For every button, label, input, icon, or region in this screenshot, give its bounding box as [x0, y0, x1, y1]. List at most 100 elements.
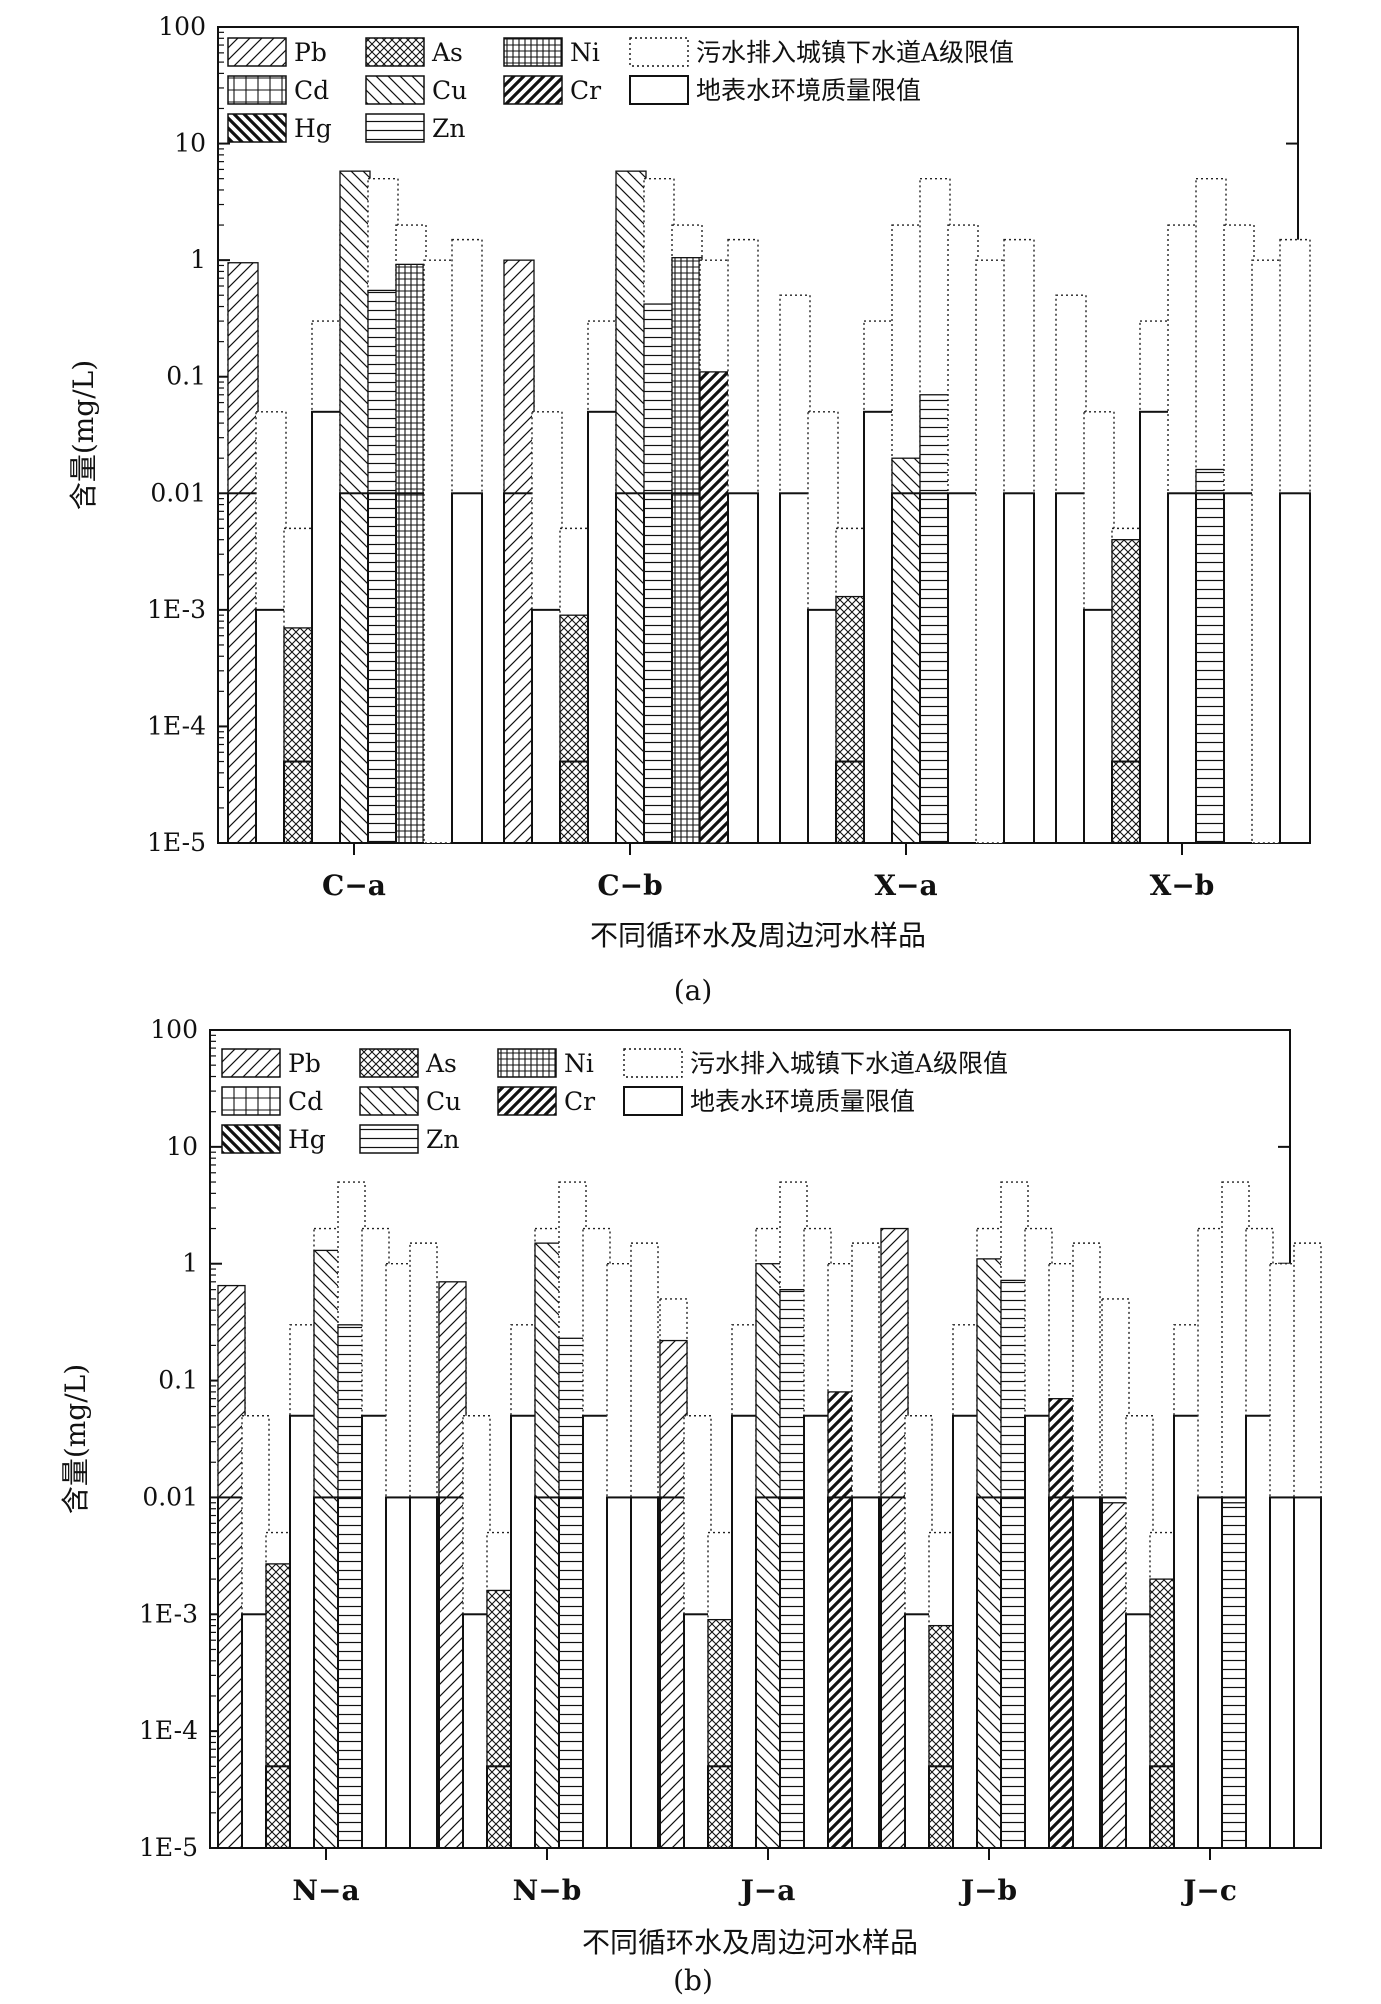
legend-swatch-zn [359, 1124, 419, 1154]
y-tick-label: 0.01 [150, 478, 206, 507]
limit-sewer-bar [1173, 1324, 1202, 1849]
y-axis-title: 含量(mg/L) [59, 1364, 92, 1514]
limit-sewer-bar [606, 1263, 635, 1849]
legend-swatch-cr [503, 75, 563, 105]
limit-sewer-bar [975, 259, 1007, 844]
bar-as [486, 1589, 515, 1849]
bar-as [835, 595, 867, 844]
legend-swatch-pb [227, 37, 287, 67]
bar-ni [395, 263, 427, 844]
y-tick-label: 1E-3 [147, 595, 206, 624]
bar-cu [313, 1249, 342, 1849]
x-tick-label: C−a [322, 869, 386, 902]
bar-zn [367, 289, 399, 844]
x-axis-title: 不同循环水及周边河水样品 [582, 1926, 918, 1959]
bar-as [1149, 1578, 1178, 1849]
bar-pb [438, 1281, 467, 1849]
bar-zn [1000, 1279, 1029, 1849]
legend-label-cr: Cr [570, 76, 601, 105]
limit-sewer-bar [630, 1242, 659, 1849]
limit-sewer-bar [582, 1227, 611, 1849]
y-tick-label: 1E-5 [139, 1833, 198, 1862]
x-tick-label: X−a [874, 869, 937, 902]
limit-sewer-bar [531, 411, 563, 844]
legend-swatch-cd [227, 75, 287, 105]
limit-sewer-bar [863, 320, 895, 844]
legend-swatch-sewer-limit [623, 1048, 683, 1078]
legend-label-sewer-limit: 污水排入城镇下水道A级限值 [696, 38, 1014, 67]
legend-swatch-as [359, 1048, 419, 1078]
limit-sewer-bar [1223, 224, 1255, 844]
bar-zn [1221, 1502, 1250, 1849]
limit-surface-bar [630, 1496, 659, 1850]
legend-label-cd: Cd [288, 1087, 323, 1116]
legend-swatch-pb [221, 1048, 281, 1078]
y-axis-title: 含量(mg/L) [67, 360, 100, 510]
limit-sewer-bar [1293, 1242, 1322, 1849]
limit-sewer-bar [361, 1227, 390, 1849]
limit-sewer-bar [947, 224, 979, 844]
limit-sewer-bar [510, 1324, 539, 1849]
bar-pb [227, 262, 259, 844]
limit-sewer-bar [311, 320, 343, 844]
y-tick-label: 1 [190, 245, 206, 274]
bar-cr [1048, 1398, 1077, 1849]
x-tick-label: C−b [597, 869, 662, 902]
limit-surface-bar [1003, 492, 1035, 844]
bar-cu [891, 457, 923, 844]
limit-sewer-bar [779, 294, 811, 844]
bar-zn [919, 394, 951, 844]
legend-swatch-hg [227, 113, 287, 143]
limit-surface-bar [1072, 1496, 1101, 1850]
legend-label-zn: Zn [426, 1125, 459, 1154]
bar-zn [643, 303, 675, 844]
legend-swatch-cu [365, 75, 425, 105]
x-tick-label: X−b [1150, 869, 1215, 902]
legend-label-cd: Cd [294, 76, 329, 105]
x-tick-label: N−a [292, 1874, 359, 1907]
limit-surface-bar [727, 492, 759, 844]
bar-cu [976, 1258, 1005, 1849]
legend-label-cu: Cu [432, 76, 467, 105]
y-tick-label: 0.1 [158, 1366, 198, 1395]
y-tick-label: 0.01 [142, 1482, 198, 1511]
bar-zn [779, 1288, 808, 1849]
bar-cu [615, 170, 647, 844]
limit-sewer-bar [1072, 1242, 1101, 1849]
bar-cu [534, 1242, 563, 1849]
limit-surface-bar [409, 1496, 438, 1850]
y-tick-label: 1 [182, 1249, 198, 1278]
limit-sewer-bar [289, 1324, 318, 1849]
y-tick-label: 0.1 [166, 362, 206, 391]
bar-as [265, 1563, 294, 1849]
legend-swatch-ni [497, 1048, 557, 1078]
legend-swatch-zn [365, 113, 425, 143]
x-axis-title: 不同循环水及周边河水样品 [590, 919, 926, 952]
legend-label-pb: Pb [288, 1049, 321, 1078]
bar-pb [880, 1227, 909, 1849]
legend-label-hg: Hg [294, 114, 332, 143]
limit-sewer-bar [423, 259, 455, 844]
limit-sewer-bar [1024, 1227, 1053, 1849]
legend-swatch-hg [221, 1124, 281, 1154]
bar-as [1111, 539, 1143, 844]
limit-sewer-bar [731, 1324, 760, 1849]
legend-swatch-sewer-limit [629, 37, 689, 67]
limit-surface-bar [1279, 492, 1311, 844]
bar-cr [827, 1391, 856, 1849]
limit-sewer-bar [462, 1415, 491, 1849]
limit-sewer-bar [1055, 294, 1087, 844]
legend-label-sewer-limit: 污水排入城镇下水道A级限值 [690, 1049, 1008, 1078]
bar-pb [1101, 1502, 1130, 1849]
chart-a: 1E-5 1E-4 1E-3 0.01 0.1 1 10 100 含量(mg/L) 不同循环水及周… [67, 12, 1311, 952]
y-tick-label: 1E-4 [147, 711, 206, 740]
limit-sewer-bar [1167, 224, 1199, 844]
y-tick-label: 1E-4 [139, 1716, 198, 1745]
bar-pb [217, 1284, 246, 1849]
limit-sewer-bar [451, 238, 483, 844]
caption-b: (b) [673, 1964, 713, 1997]
y-tick-label: 100 [158, 12, 206, 41]
limit-surface-bar [451, 492, 483, 844]
x-tick-label: J−a [738, 1874, 796, 1907]
legend-label-cu: Cu [426, 1087, 461, 1116]
